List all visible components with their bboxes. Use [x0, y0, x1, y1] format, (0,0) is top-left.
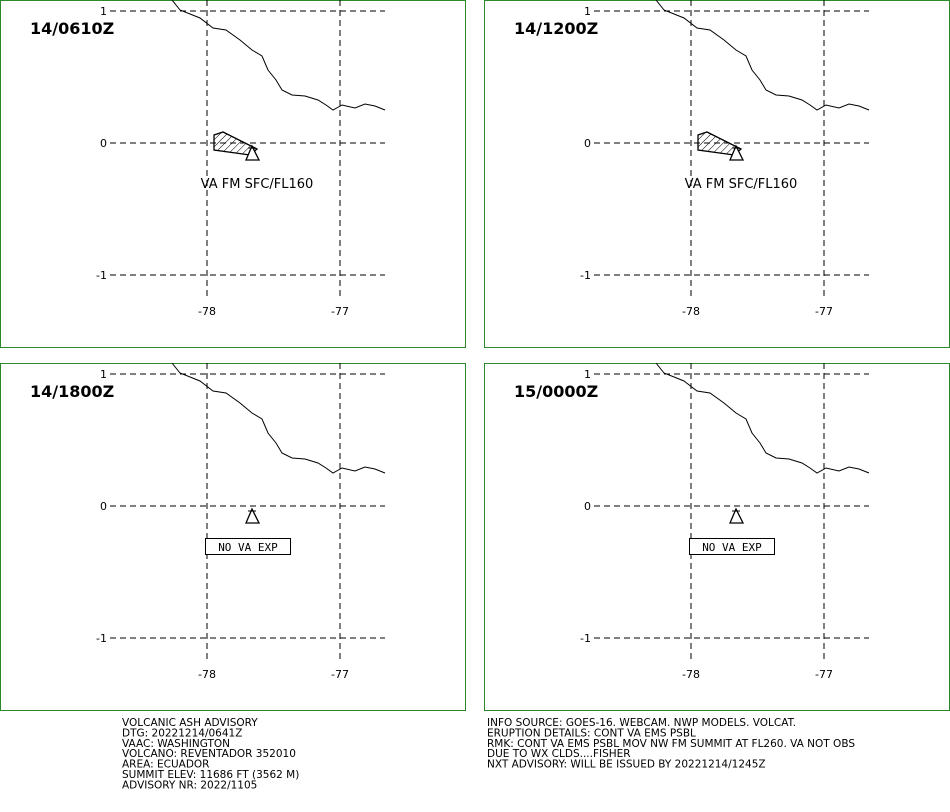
advisory-line: SUMMIT ELEV: 11686 FT (3562 M) — [122, 769, 299, 781]
lat-label: 0 — [584, 500, 591, 513]
coastline — [655, 362, 870, 474]
valid-time: 14/0610Z — [30, 19, 114, 38]
valid-time: 15/0000Z — [514, 382, 598, 401]
panel-border — [0, 363, 466, 711]
volcano — [729, 507, 745, 524]
lon-label: -77 — [331, 305, 349, 318]
map-panel: 1 0 -1 -78 -77 14/1800Z NO VA EXP — [0, 362, 466, 711]
ash-label: VA FM SFC/FL160 — [201, 177, 314, 192]
map-panel: 1 0 -1 -78 -77 14/0610Z VA FM SFC/FL160 — [0, 0, 466, 348]
map-panel: 1 0 -1 -78 -77 14/1200Z VA FM SFC/FL160 — [484, 0, 950, 348]
lat-label: 0 — [584, 137, 591, 150]
advisory-line: ERUPTION DETAILS: CONT VA EMS PSBL — [487, 727, 696, 739]
panel-border — [484, 363, 950, 711]
lat-label: -1 — [580, 632, 591, 645]
lat-label: 0 — [100, 137, 107, 150]
lon-label: -78 — [682, 668, 700, 681]
volcano — [245, 507, 261, 524]
advisory-line: INFO SOURCE: GOES-16. WEBCAM. NWP MODELS… — [487, 717, 796, 729]
advisory-line: DTG: 20221214/0641Z — [122, 727, 242, 739]
ash-area — [697, 131, 743, 156]
lat-label: 1 — [584, 368, 591, 381]
lon-label: -78 — [198, 668, 216, 681]
ash-label: VA FM SFC/FL160 — [685, 177, 798, 192]
lat-label: 1 — [584, 5, 591, 18]
advisory-line: VOLCANIC ASH ADVISORY — [122, 717, 258, 729]
volcano — [729, 144, 745, 161]
coastline — [171, 362, 386, 474]
ash-area — [213, 131, 259, 156]
panel-border — [484, 0, 950, 348]
lat-label: 1 — [100, 368, 107, 381]
advisory-line: VOLCANO: REVENTADOR 352010 — [122, 748, 296, 760]
valid-time: 14/1200Z — [514, 19, 598, 38]
volcano — [245, 144, 261, 161]
advisory-line: AREA: ECUADOR — [122, 759, 209, 771]
lon-label: -77 — [331, 668, 349, 681]
advisory-line: ADVISORY NR: 2022/1105 — [122, 779, 257, 791]
coastline — [171, 0, 386, 111]
advisory-line: RMK: CONT VA EMS PSBL MOV NW FM SUMMIT A… — [487, 738, 855, 750]
advisory-line: DUE TO WX CLDS....FISHER — [487, 748, 631, 760]
lat-label: 0 — [100, 500, 107, 513]
label-box — [689, 538, 775, 555]
coastline — [655, 0, 870, 111]
ash-label: NO VA EXP — [702, 541, 762, 554]
lon-label: -78 — [198, 305, 216, 318]
lon-label: -78 — [682, 305, 700, 318]
lon-label: -77 — [815, 668, 833, 681]
lat-label: -1 — [580, 269, 591, 282]
valid-time: 14/1800Z — [30, 382, 114, 401]
lat-label: -1 — [96, 269, 107, 282]
lat-label: -1 — [96, 632, 107, 645]
label-box — [205, 538, 291, 555]
map-panel: 1 0 -1 -78 -77 15/0000Z NO VA EXP — [484, 362, 950, 711]
panel-border — [0, 0, 466, 348]
ash-label: NO VA EXP — [218, 541, 278, 554]
advisory-line: NXT ADVISORY: WILL BE ISSUED BY 20221214… — [487, 759, 766, 771]
advisory-line: VAAC: WASHINGTON — [122, 738, 230, 750]
lat-label: 1 — [100, 5, 107, 18]
lon-label: -77 — [815, 305, 833, 318]
